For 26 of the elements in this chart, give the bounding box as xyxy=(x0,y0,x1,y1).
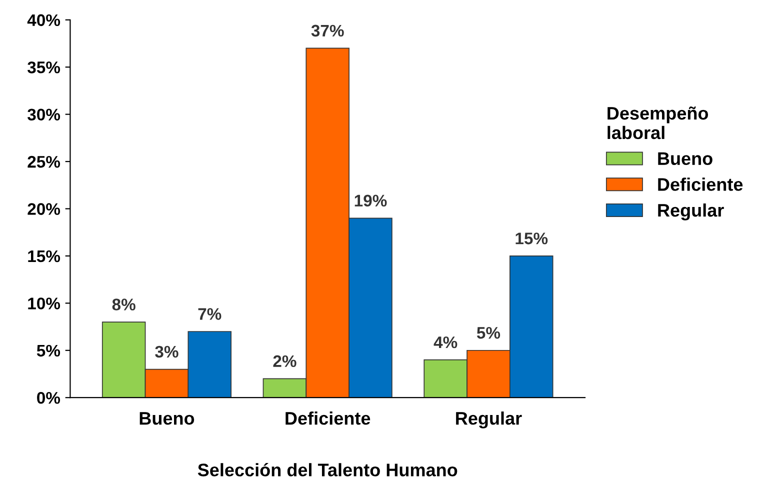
data-label: 4% xyxy=(434,336,458,348)
y-tick-label: 20% xyxy=(28,203,60,215)
legend-label: Deficiente xyxy=(658,178,743,191)
x-tick-label: Bueno xyxy=(140,412,194,425)
data-label: 19% xyxy=(354,194,387,207)
data-label: 7% xyxy=(198,308,222,320)
data-label: 2% xyxy=(273,355,296,368)
data-label: 5% xyxy=(476,326,500,339)
y-tick-label: 5% xyxy=(36,344,60,357)
legend-label: Regular xyxy=(658,203,724,220)
data-label: 15% xyxy=(516,232,548,244)
legend-title: Desempeño laboral xyxy=(608,106,708,140)
x-tick-label: Regular xyxy=(456,411,522,428)
y-tick-label: 15% xyxy=(28,250,60,262)
y-tick-label: 10% xyxy=(28,298,60,310)
y-tick-label: 30% xyxy=(28,108,60,121)
x-tick-label: Deficiente xyxy=(286,411,370,425)
y-tick-label: 35% xyxy=(28,61,60,74)
x-axis-title: Selección del Talento Humano xyxy=(198,462,458,476)
y-tick-label: 25% xyxy=(28,156,60,168)
data-label: 3% xyxy=(155,346,178,358)
data-label: 8% xyxy=(112,298,136,310)
y-tick-label: 0% xyxy=(37,392,60,404)
legend-label: Bueno xyxy=(658,152,712,166)
y-tick-label: 40% xyxy=(27,14,60,26)
data-label: 37% xyxy=(311,24,344,37)
